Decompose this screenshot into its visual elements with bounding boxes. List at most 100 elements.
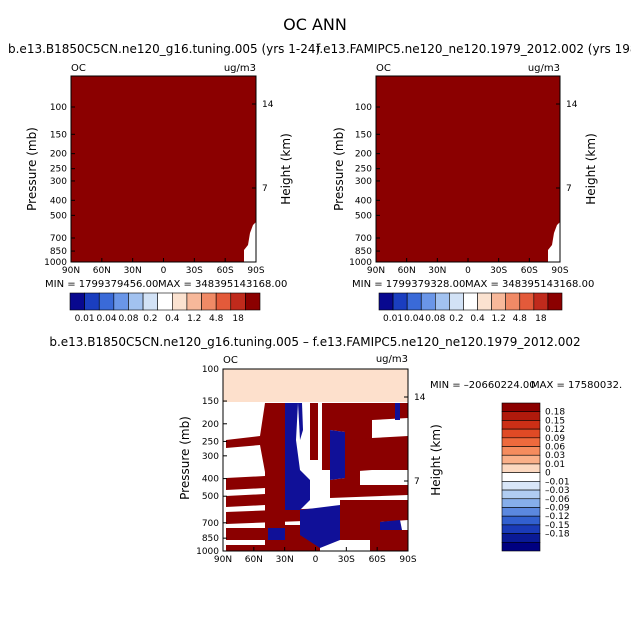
panel-3-colorbar-label: 0.15 <box>545 416 565 426</box>
panel-2-xtick-label: 30S <box>490 266 507 276</box>
panel-3-colorbar-box <box>501 437 541 447</box>
panel-1-colorbar-label: 0.4 <box>165 314 180 324</box>
panel-1-ylabel-right: Height (km) <box>279 133 293 204</box>
panel-1-right-axis: 14 7 <box>252 100 274 194</box>
panel-2-colorbar-box <box>477 292 492 311</box>
panel-2-xtick-label: 90S <box>551 266 568 276</box>
panel-2-colorbar-box <box>463 292 478 311</box>
panel-2-ytick-label: 500 <box>355 211 372 221</box>
panel-2-colorbar: 0.01 0.04 0.08 0.2 0.4 1.2 4.8 18 <box>378 292 563 324</box>
panel-3-colorbar-label: –0.06 <box>545 495 570 505</box>
panel-3-ytick-label: 100 <box>202 365 219 375</box>
panel-1-colorbar-box <box>230 292 246 311</box>
panel-3-xtick-label: 90N <box>214 555 232 565</box>
panel-2-colorbar-box <box>519 292 535 311</box>
panel-1-colorbar-label: 0.01 <box>75 314 95 324</box>
panel-1-xtick-label: 90S <box>247 266 264 276</box>
panel-3-xtick-label: 60N <box>245 555 263 565</box>
panel-2-colorbar-box <box>533 292 549 311</box>
panel-1-colorbar: 0.01 0.04 0.08 0.2 0.4 1.2 4.8 18 <box>69 292 261 324</box>
panel-1-plot-field <box>71 76 256 262</box>
panel-3-min: MIN = –20660224.00 <box>430 380 536 391</box>
panel-2-colorbar-box <box>491 292 506 311</box>
panel-1-colorbar-box <box>84 292 100 311</box>
panel-2-ytick-label: 150 <box>355 130 372 140</box>
panel-2-x-axis: 90N 60N 30N 0 30S 60S 90S <box>367 258 569 276</box>
panel-2-colorbar-box <box>547 292 563 311</box>
panel-1-ytick-label: 100 <box>50 103 67 113</box>
panel-3-ytick-label: 500 <box>202 492 219 502</box>
panel-3-colorbar-label: 0 <box>545 469 551 479</box>
panel-2-colorbar-box <box>378 292 394 311</box>
panel-3-colorbar-box <box>501 533 541 543</box>
panel-1-xtick-label: 60S <box>217 266 234 276</box>
panel-1-colorbar-label: 1.2 <box>187 314 201 324</box>
panel-2-min: MIN = 1799379328.00 <box>352 279 465 290</box>
panel-1-colorbar-label: 4.8 <box>209 314 224 324</box>
panel-3-xtick-label: 30S <box>338 555 355 565</box>
panel-3-colorbar-box <box>501 454 541 465</box>
panel-2-xtick-label: 60N <box>398 266 416 276</box>
panel-3-colorbar-box <box>501 402 541 413</box>
panel-2-colorbar-label: 0.01 <box>383 314 403 324</box>
panel-2-ytick-label: 200 <box>355 150 372 160</box>
panel-2-ytick-label: 850 <box>355 247 372 257</box>
panel-3-colorbar-box <box>501 428 541 439</box>
panel-2-colorbar-label: 0.2 <box>449 314 463 324</box>
panel-1-ytick-label: 850 <box>50 247 67 257</box>
panel-3-colorbar-box <box>501 507 541 517</box>
panel-3-colorbar-box <box>501 515 541 526</box>
panel-3-units: ug/m3 <box>376 354 408 365</box>
panel-2-plot-field <box>376 76 560 262</box>
panel-2-colorbar-label: 0.4 <box>470 314 485 324</box>
panel-1-missing-region <box>244 222 256 262</box>
panel-3-negative-regions <box>268 403 402 548</box>
panel-3-colorbar-box <box>501 472 541 482</box>
panel-2-colorbar-label: 4.8 <box>513 314 528 324</box>
panel-1-colorbar-label: 0.2 <box>143 314 157 324</box>
panel-2-colorbar-label: 1.2 <box>491 314 505 324</box>
panel-3-y-axis: 100 150 200 250 300 400 500 700 850 1000 <box>196 365 227 557</box>
panel-2-max: MAX = 348395143168.00 <box>465 279 594 290</box>
panel-3-colorbar-label: 0.18 <box>545 408 565 418</box>
panel-3-colorbar-label: 0.03 <box>545 451 565 461</box>
panel-1-ytick-label: 400 <box>50 196 67 206</box>
panel-1-colorbar-box <box>69 292 85 311</box>
panel-2-right-axis: 14 7 <box>556 100 578 194</box>
panel-3-ytick-label: 400 <box>202 475 219 485</box>
panel-3-colorbar-box <box>501 463 541 473</box>
panel-2-colorbar-label: 0.08 <box>425 314 445 324</box>
panel-3-xtick-label: 60S <box>369 555 386 565</box>
panel-3-colorbar-label: 0.12 <box>545 425 565 435</box>
panel-3-colorbar-box <box>501 420 541 430</box>
panel-3-colorbar-label: –0.01 <box>545 477 570 487</box>
panel-3-ytick-label: 300 <box>202 452 219 462</box>
panel-2-rtick-label: 7 <box>566 184 572 194</box>
panel-3-colorbar-label: –0.12 <box>545 512 570 522</box>
panel-1-xtick-label: 30N <box>124 266 142 276</box>
panel-3-ytick-label: 200 <box>202 420 219 430</box>
panel-1-colorbar-box <box>186 292 202 311</box>
panel-3-xtick-label: 30N <box>276 555 294 565</box>
panel-3: b.e13.B1850C5CN.ne120_g16.tuning.005 – f… <box>49 335 622 565</box>
panel-1-colorbar-box <box>98 292 115 311</box>
panel-3-rtick-label: 14 <box>414 393 426 403</box>
panel-3-right-axis: 14 7 <box>404 393 426 487</box>
panel-2-ytick-label: 700 <box>355 234 372 244</box>
panel-1-colorbar-box <box>113 292 129 311</box>
panel-1-rtick-label: 7 <box>262 184 268 194</box>
panel-2-ytick-label: 100 <box>355 103 372 113</box>
panel-1-xtick-label: 0 <box>161 266 167 276</box>
panel-2-colorbar-box <box>406 292 422 311</box>
panel-1-units: ug/m3 <box>224 63 256 74</box>
panel-1-ytick-label: 200 <box>50 150 67 160</box>
panel-2-ytick-label: 400 <box>355 196 372 206</box>
panel-3-colorbar-label: 0.09 <box>545 434 565 444</box>
panel-3-colorbar-label: –0.09 <box>545 503 570 513</box>
panel-2-ylabel-right: Height (km) <box>584 133 598 204</box>
panel-1-xtick-label: 90N <box>62 266 80 276</box>
panel-1-title: b.e13.B1850C5CN.ne120_g16.tuning.005 (yr… <box>8 42 320 56</box>
